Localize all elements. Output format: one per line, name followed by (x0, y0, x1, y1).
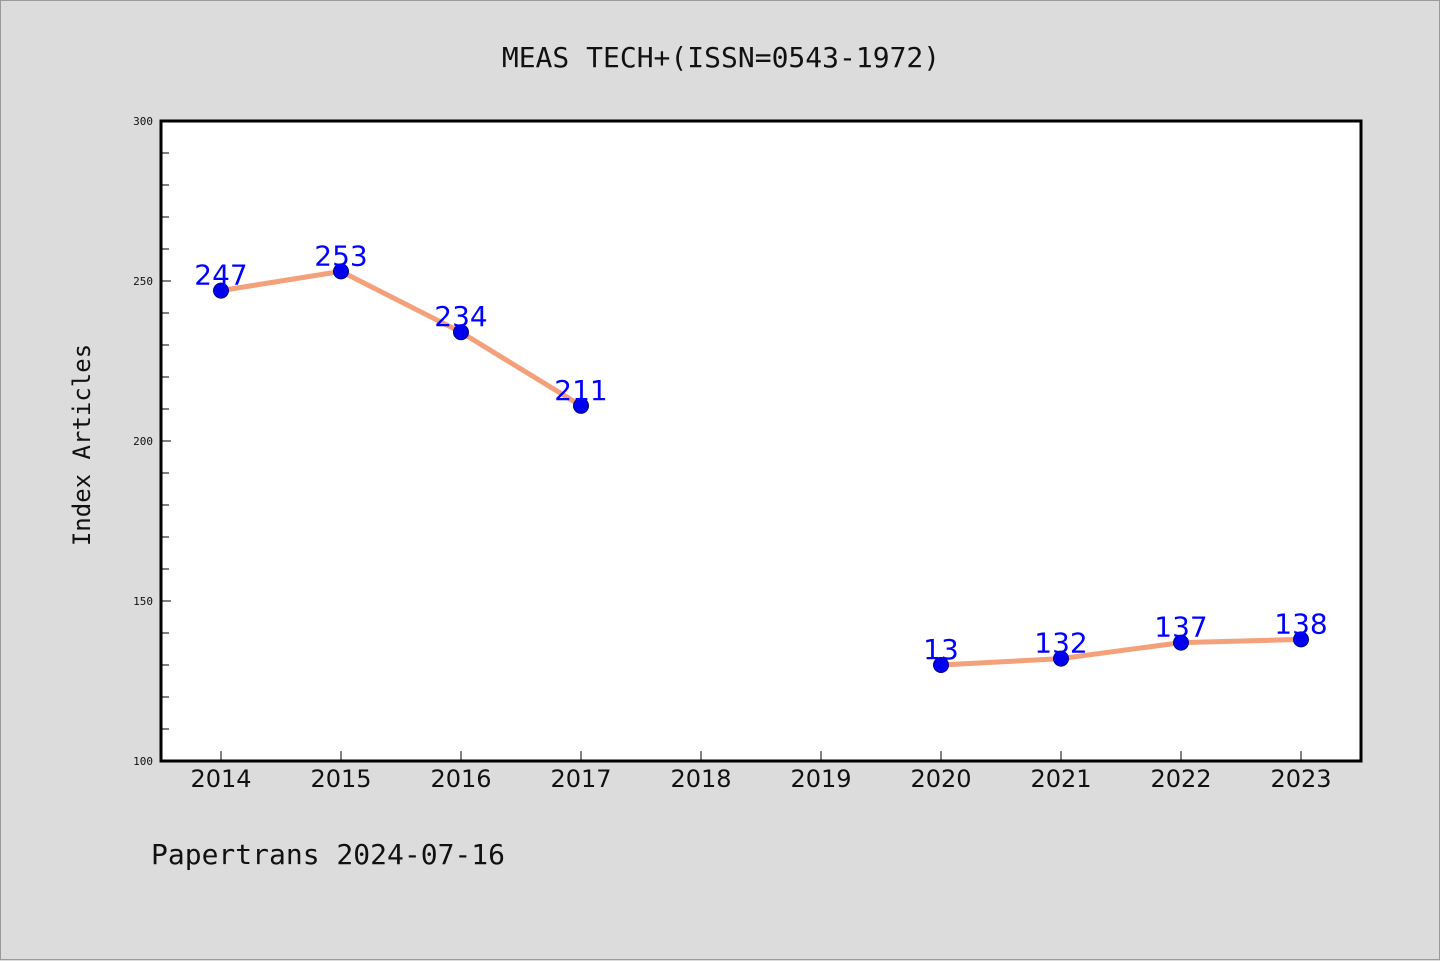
data-point (213, 282, 229, 299)
y-axis-label: Index Articles (68, 344, 96, 546)
data-point (573, 397, 589, 414)
data-point (453, 324, 469, 341)
plot-area (159, 119, 1363, 763)
x-tick-label: 2014 (190, 765, 251, 793)
series-line-segment (218, 268, 584, 409)
data-point (333, 263, 349, 280)
data-point (933, 657, 949, 673)
data-point (1173, 634, 1189, 651)
x-tick-label: 2015 (310, 765, 371, 793)
chart-title: MEAS TECH+(ISSN=0543-1972) (502, 41, 940, 74)
data-points (213, 263, 1309, 673)
footer-text: Papertrans 2024-07-16 (151, 838, 505, 871)
x-tick-label: 2019 (790, 765, 851, 793)
data-label: 138 (1274, 607, 1327, 640)
data-label: 211 (554, 374, 607, 407)
x-tick-label: 2021 (1030, 765, 1091, 793)
data-labels: 247 253 234 211 13 132 137 138 (194, 239, 1327, 666)
x-tick-label: 2022 (1150, 765, 1211, 793)
x-tick-label: 2020 (910, 765, 971, 793)
data-label: 137 (1154, 611, 1207, 644)
data-point (1053, 650, 1069, 667)
x-tick-label: 2018 (670, 765, 731, 793)
data-label: 13 (923, 633, 959, 666)
series-lines (218, 268, 1304, 668)
x-axis: 2014 2015 2016 2017 2018 2019 2020 2021 2022 2023 (190, 751, 1332, 793)
series-line-segment (938, 636, 1304, 668)
data-label: 234 (434, 300, 487, 333)
y-axis: 100 150 200 250 300 (133, 115, 171, 768)
y-tick-label: 250 (133, 275, 153, 288)
y-tick-label: 200 (133, 435, 153, 448)
y-tick-label: 100 (133, 755, 153, 768)
x-tick-label: 2016 (430, 765, 491, 793)
y-tick-label: 150 (133, 595, 153, 608)
data-label: 253 (314, 239, 367, 272)
x-tick-label: 2017 (550, 765, 611, 793)
x-tick-label: 2023 (1270, 765, 1331, 793)
data-point (1293, 631, 1309, 648)
data-label: 132 (1034, 627, 1087, 660)
data-label: 247 (194, 259, 247, 292)
y-tick-label: 300 (133, 115, 153, 128)
